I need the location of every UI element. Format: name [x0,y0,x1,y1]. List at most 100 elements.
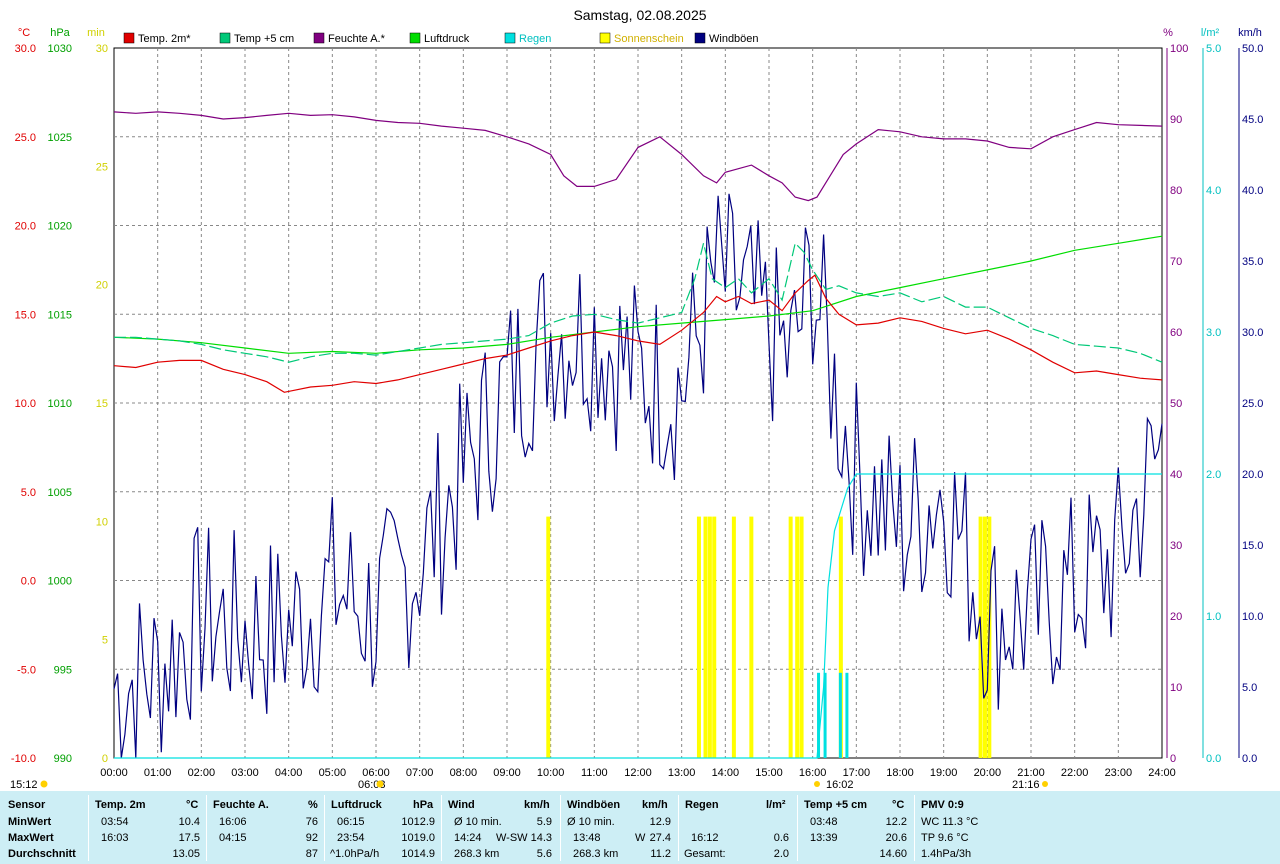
stats-wind: Wind km/h Ø 10 min. 5.9 14:24 W-SW 14.3 … [448,799,552,860]
chart-background [0,0,1280,791]
x-tick-label: 02:00 [188,767,216,779]
stats-humidity: Feuchte A. % 16:06 76 04:15 92 87 [213,799,318,860]
stats-min-label: MinWert [8,816,52,828]
rain-tick-label: 1.0 [1206,611,1221,623]
stats-rain: Regen l/m² 16:12 0.6 Gesamt: 2.0 [684,799,789,860]
x-tick-label: 14:00 [712,767,740,779]
rain-bar [838,672,842,758]
sun-tick-label: 30 [96,43,108,55]
humidity-tick-label: 70 [1170,256,1182,268]
legend-swatch [504,32,516,44]
left-marker-label: 15:12 [10,779,38,791]
x-tick-label: 07:00 [406,767,434,779]
temp-tick-label: -5.0 [17,664,36,676]
x-tick-label: 03:00 [231,767,259,779]
x-tick-label: 05:00 [319,767,347,779]
sunshine-bar [799,516,804,758]
x-tick-label: 10:00 [537,767,565,779]
pressure-axis-label: hPa [50,27,70,39]
temp-tick-label: 15.0 [15,309,36,321]
chart-legend: Temp. 2m* Temp +5 cm Feuchte A.* Luftdruck R… [123,32,759,45]
humidity-tick-label: 60 [1170,327,1182,339]
sunshine-bar [795,516,800,758]
rain-axis-label: l/m² [1201,27,1220,39]
wind-tick-label: 25.0 [1242,398,1263,410]
series-feuchte [113,111,1163,202]
legend-label: Regen [519,33,551,45]
legend-label: Luftdruck [424,33,470,45]
series-luftdruck [113,235,1163,354]
temp-tick-label: 5.0 [21,487,36,499]
temp-tick-label: 10.0 [15,398,36,410]
stats-pmv: PMV 0:9 WC 11.3 °C TP 9.6 °C 1.4hPa/3h [921,799,979,860]
x-tick-label: 04:00 [275,767,303,779]
noon-label: 16:02 [826,779,854,791]
series-windboeen [113,193,1163,759]
x-tick-label: 12:00 [624,767,652,779]
stats-max-label: MaxWert [8,832,54,844]
x-tick-label: 20:00 [974,767,1002,779]
humidity-tick-label: 20 [1170,611,1182,623]
wind-tick-label: 45.0 [1242,114,1263,126]
x-tick-label: 18:00 [886,767,914,779]
rain-bar [845,672,849,758]
legend-swatch [409,32,421,44]
rain-tick-label: 4.0 [1206,185,1221,197]
chart-series [113,111,1163,759]
wind-tick-label: 10.0 [1242,611,1263,623]
noon-icon [814,781,820,787]
sunshine-bar [731,516,736,758]
stats-avg-label: Durchschnitt [8,848,76,860]
rain-tick-label: 3.0 [1206,327,1221,339]
sunshine-bar [749,516,754,758]
x-tick-label: 06:00 [362,767,390,779]
wind-tick-label: 0.0 [1242,753,1257,765]
sunshine-bar [712,516,717,758]
sunshine-bar [838,516,843,758]
legend-swatch [219,32,231,44]
stats-sensor-label: Sensor [8,799,46,811]
humidity-tick-label: 30 [1170,540,1182,552]
pressure-tick-label: 1030 [48,43,72,55]
x-tick-label: 16:00 [799,767,827,779]
legend-label: Windböen [709,33,759,45]
series-temp-5cm [114,242,1163,363]
x-tick-label: 15:00 [755,767,783,779]
sunshine-bar [696,516,701,758]
sunset-label: 21:16 [1012,779,1040,791]
chart-title: Samstag, 02.08.2025 [573,7,706,23]
x-tick-label: 24:00 [1148,767,1176,779]
pressure-tick-label: 990 [54,753,72,765]
legend-swatch [313,32,325,44]
rain-bar [823,672,827,758]
wind-tick-label: 5.0 [1242,682,1257,694]
pressure-tick-label: 1015 [48,309,72,321]
sun-tick-label: 5 [102,635,108,647]
pressure-tick-label: 995 [54,664,72,676]
series-temp-2m [113,274,1163,393]
sun-tick-label: 25 [96,161,108,173]
pressure-tick-label: 1025 [48,132,72,144]
x-tick-label: 22:00 [1061,767,1089,779]
x-tick-label: 08:00 [450,767,478,779]
humidity-tick-label: 50 [1170,398,1182,410]
sunshine-bar [707,516,712,758]
wind-tick-label: 50.0 [1242,43,1263,55]
weather-chart: Samstag, 02.08.2025 Temp. 2m* Temp +5 cm F… [0,0,1280,791]
x-tick-label: 00:00 [100,767,128,779]
sunshine-bar [982,516,987,758]
rain-tick-label: 2.0 [1206,469,1221,481]
stats-temp5cm: Temp +5 cm °C 03:48 12.2 13:39 20.6 14.6… [804,799,907,860]
temp-tick-label: 25.0 [15,132,36,144]
x-tick-label: 01:00 [144,767,172,779]
wind-axis-label: km/h [1238,27,1262,39]
axis-labels: °C hPa min% l/m² km/h [18,27,1262,39]
temp-axis-label: °C [18,27,30,39]
temp-tick-label: 20.0 [15,221,36,233]
stats-pressure: Luftdruck hPa 06:15 1012.9 23:54 1019.0 … [330,799,435,860]
sunshine-bar [788,516,793,758]
x-tick-label: 23:00 [1105,767,1133,779]
x-tick-label: 17:00 [843,767,871,779]
sun-tick-label: 0 [102,753,108,765]
wind-tick-label: 40.0 [1242,185,1263,197]
